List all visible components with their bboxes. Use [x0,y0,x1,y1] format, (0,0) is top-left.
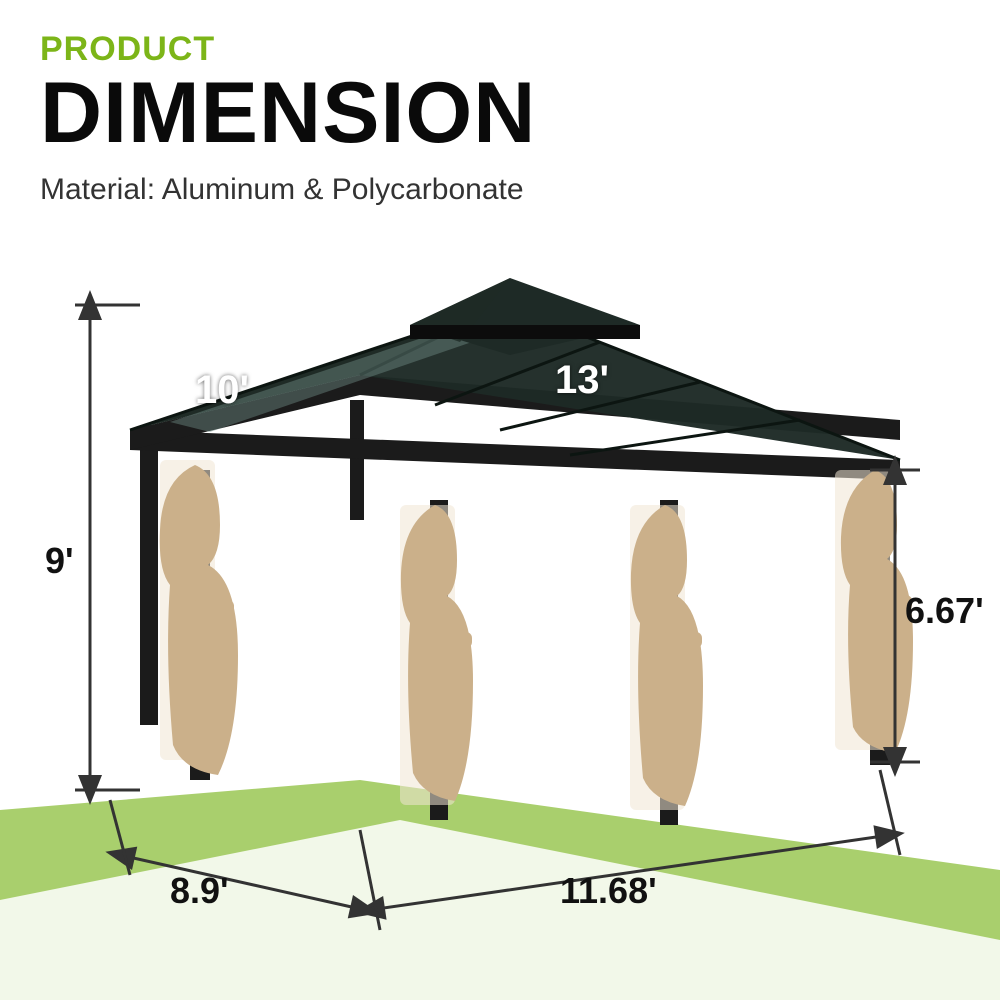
dim-roof-depth: 10' [195,368,249,413]
product-dimension-infographic: PRODUCT DIMENSION Material: Aluminum & P… [0,0,1000,1000]
diagram-stage: 10' 13' 9' 6.67' 8.9' 11.68' [0,0,1000,1000]
dim-base-depth: 8.9' [170,870,229,912]
dim-height-side: 6.67' [905,590,984,632]
dim-base-width: 11.68' [560,870,657,912]
dimension-lines [0,0,1000,1000]
dim-height-total: 9' [45,540,74,582]
dim-roof-width: 13' [555,358,609,403]
